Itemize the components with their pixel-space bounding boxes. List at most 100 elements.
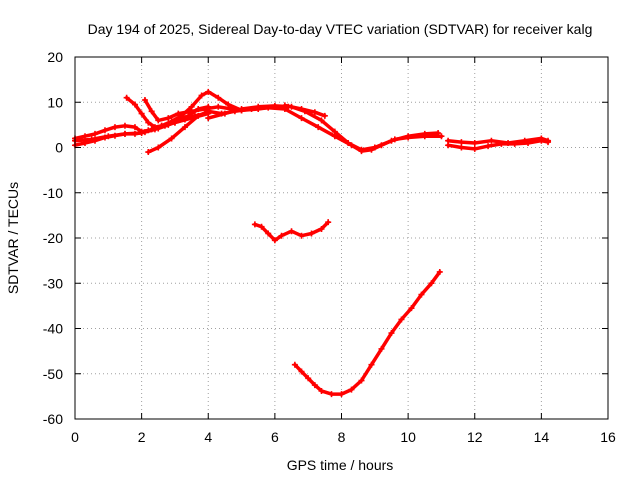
chart-title: Day 194 of 2025, Sidereal Day-to-day VTE…: [88, 21, 593, 37]
x-tick-label: 4: [204, 429, 212, 445]
data-point: [148, 126, 155, 133]
x-tick-label: 0: [71, 429, 79, 445]
data-point: [265, 230, 272, 237]
data-point: [358, 377, 365, 384]
data-point: [255, 103, 262, 110]
data-point: [195, 112, 202, 119]
data-point: [521, 137, 528, 144]
data-point: [418, 291, 425, 298]
data-point: [151, 124, 158, 131]
series-track-rise-2: [141, 96, 245, 124]
data-point: [105, 133, 112, 140]
series-line: [293, 270, 442, 396]
data-point: [488, 137, 495, 144]
data-point: [538, 135, 545, 142]
data-point: [348, 386, 355, 393]
x-tick-label: 2: [138, 429, 146, 445]
data-point: [181, 124, 188, 131]
data-point: [165, 115, 172, 122]
data-point: [408, 305, 415, 312]
data-point: [428, 280, 435, 287]
data-point: [271, 237, 278, 244]
y-tick-label: -50: [43, 366, 63, 382]
data-point: [321, 112, 328, 119]
data-point: [436, 268, 443, 275]
x-tick-label: 8: [338, 429, 346, 445]
data-point: [131, 101, 138, 108]
data-point: [358, 146, 365, 153]
y-tick-label: -20: [43, 230, 63, 246]
data-point: [471, 145, 478, 152]
data-point: [123, 94, 130, 101]
data-point: [111, 124, 118, 131]
data-point: [305, 375, 312, 382]
grid: [75, 57, 608, 419]
data-point: [388, 137, 395, 144]
data-point: [338, 391, 345, 398]
data-point: [371, 144, 378, 151]
data-point: [131, 124, 138, 131]
series-line: [73, 111, 211, 143]
y-tick-label: -10: [43, 185, 63, 201]
data-point: [405, 133, 412, 140]
data-point: [225, 101, 232, 108]
series-track-mid-3: [281, 102, 328, 119]
data-point: [291, 361, 298, 368]
data-point: [318, 387, 325, 394]
data-point: [311, 109, 318, 116]
data-point: [545, 137, 552, 144]
data-point: [485, 143, 492, 150]
y-axis-label: SDTVAR / TECUs: [5, 182, 21, 294]
data-point: [198, 92, 205, 99]
series-track-late-2: [445, 135, 552, 146]
data-point: [238, 106, 245, 113]
y-tick-label: -30: [43, 275, 63, 291]
y-tick-label: 20: [47, 49, 63, 65]
series-line: [206, 104, 440, 152]
data-point: [205, 115, 212, 122]
data-point: [458, 144, 465, 151]
data-point: [148, 108, 155, 115]
data-point: [101, 127, 108, 134]
data-point: [221, 110, 228, 117]
data-point: [298, 106, 305, 113]
data-point: [368, 361, 375, 368]
data-point: [205, 108, 212, 115]
data-point: [445, 137, 452, 144]
data-point: [458, 139, 465, 146]
data-point: [168, 118, 175, 125]
data-point: [421, 130, 428, 137]
data-point: [288, 228, 295, 235]
data-point: [298, 368, 305, 375]
data-point: [121, 122, 128, 129]
data-point: [505, 139, 512, 146]
data-point: [331, 128, 338, 135]
series-line: [253, 220, 330, 243]
ticks: 0 2 4 6 8 10 12 14 16 20 10 0 -10 -20 -30 -40 -50 -60: [43, 49, 616, 445]
data-point: [471, 139, 478, 146]
x-tick-label: 16: [600, 429, 616, 445]
series-track-deep: [291, 268, 443, 398]
data-point: [145, 149, 152, 156]
data-point: [435, 130, 442, 137]
data-point: [398, 316, 405, 323]
data-point: [138, 110, 145, 117]
data-point: [121, 130, 128, 137]
series-line: [143, 98, 244, 123]
series-track-dip: [251, 219, 332, 244]
data-point: [271, 102, 278, 109]
data-point: [215, 103, 222, 110]
data-point: [205, 88, 212, 95]
data-point: [91, 130, 98, 137]
data-point: [345, 139, 352, 146]
data-point: [298, 115, 305, 122]
data-point: [438, 133, 445, 140]
data-point: [281, 102, 288, 109]
data-point: [315, 124, 322, 131]
x-tick-label: 6: [271, 429, 279, 445]
data-point: [258, 223, 265, 230]
data-point: [138, 130, 145, 137]
x-tick-label: 12: [467, 429, 483, 445]
data-point: [278, 232, 285, 239]
